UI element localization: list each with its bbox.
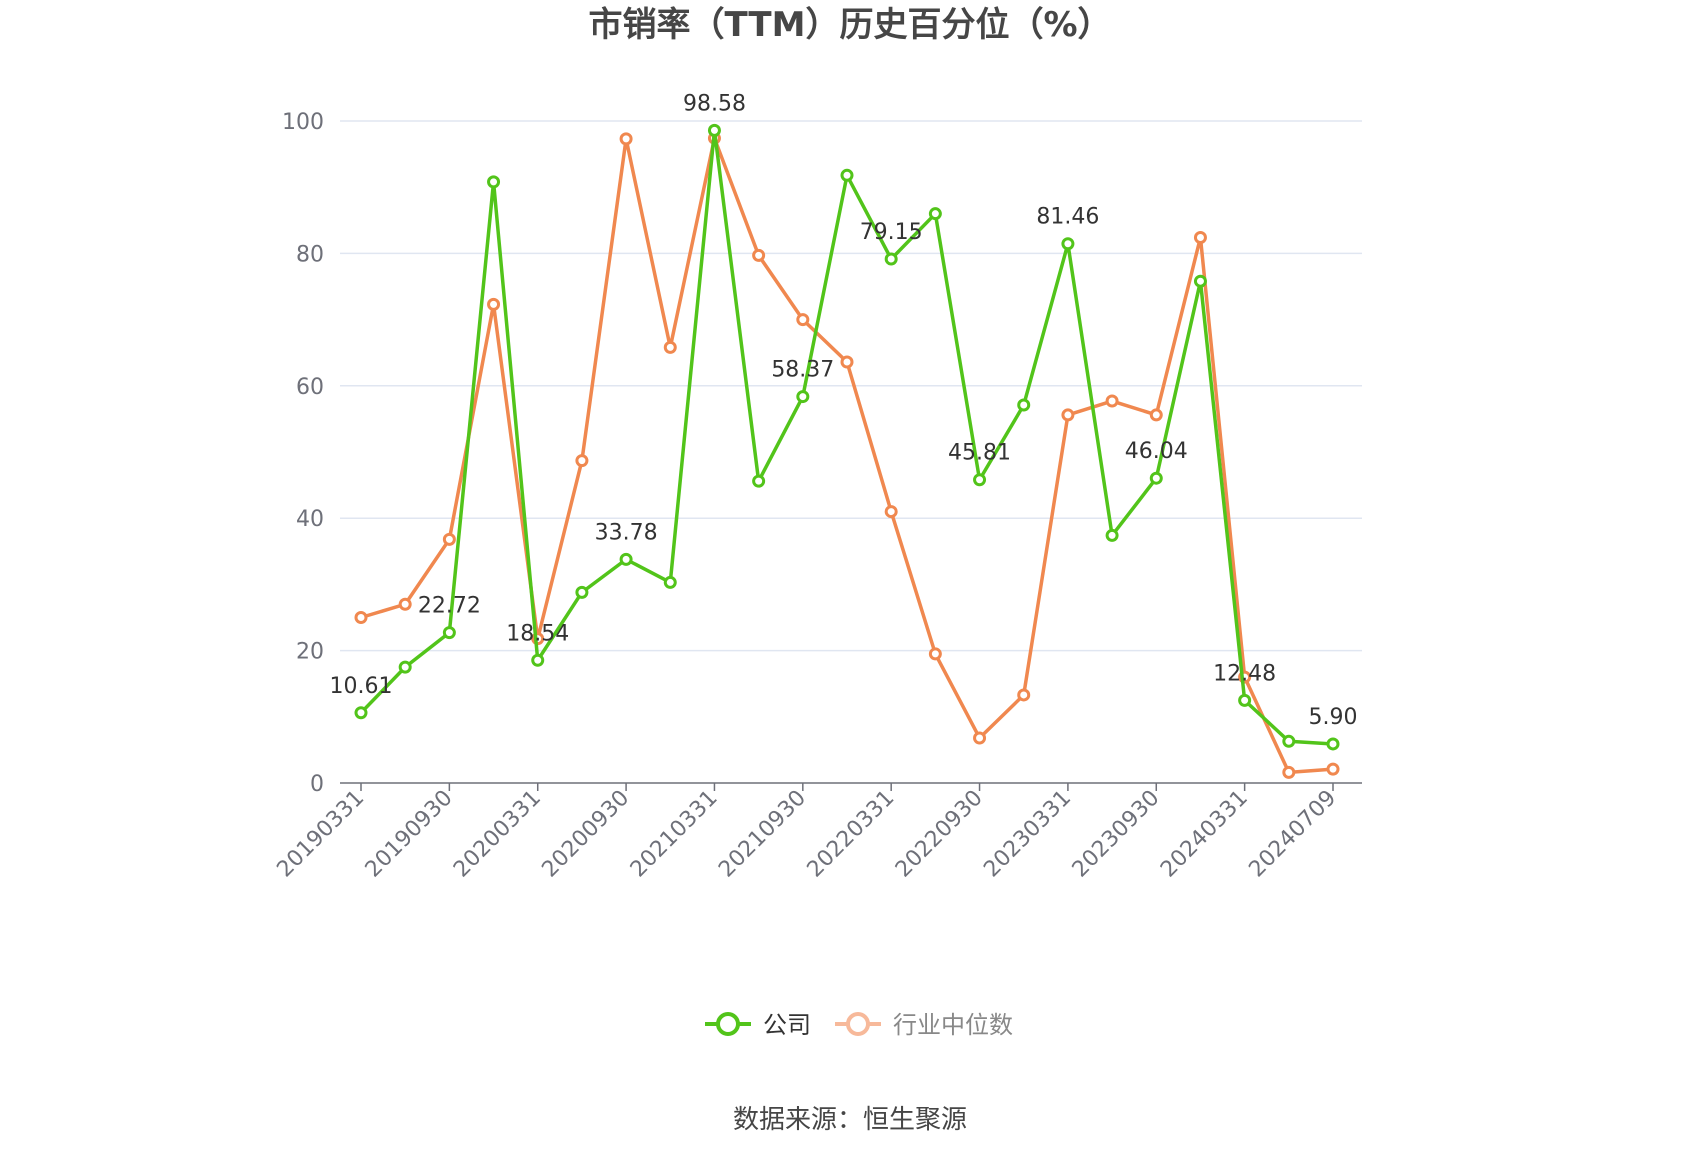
data-label: 10.61 [330,674,393,699]
legend-label: 公司 [763,1011,811,1039]
x-tick-label: 20210930 [714,786,811,883]
data-label: 81.46 [1036,205,1099,230]
data-label: 18.54 [506,621,569,646]
x-tick-label: 20220331 [803,786,900,883]
data-point [1017,688,1031,702]
data-label: 22.72 [418,594,481,619]
x-tick-label: 20220930 [891,786,988,883]
data-point [840,355,854,369]
data-point [619,132,633,146]
chart-title: 市销率（TTM）历史百分位（%） [588,5,1111,45]
data-point [1238,693,1252,707]
y-tick-label: 20 [296,640,324,665]
data-point [928,647,942,661]
y-tick-label: 60 [296,375,324,400]
data-point [663,340,677,354]
data-point [1061,237,1075,251]
y-tick-label: 40 [296,507,324,532]
data-label: 12.48 [1213,661,1276,686]
data-label: 45.81 [948,441,1011,466]
data-point [1149,471,1163,485]
data-point [531,653,545,667]
data-point [575,585,589,599]
x-tick-label: 20230930 [1068,786,1165,883]
data-point [398,660,412,674]
grid-lines [340,120,1362,652]
data-point [884,505,898,519]
x-tick-label: 20200930 [537,786,634,883]
data-point [973,473,987,487]
data-point [354,706,368,720]
x-axis: 2019033120190930202003312020093020210331… [272,782,1362,883]
y-tick-label: 80 [296,242,324,267]
source-note: 数据来源：恒生聚源 [733,1105,967,1135]
data-point [1017,398,1031,412]
data-point [1282,765,1296,779]
data-point [752,248,766,262]
y-axis: 0 20 40 60 80 100 [282,110,324,797]
data-point [707,123,721,137]
data-point [752,474,766,488]
y-tick-label: 0 [310,772,324,797]
data-point [796,390,810,404]
data-point [1326,737,1340,751]
series-line-公司 [359,128,1334,746]
legend-marker [716,1012,740,1036]
data-point [1149,408,1163,422]
data-point [398,597,412,611]
data-point [442,626,456,640]
data-point [575,454,589,468]
data-point [487,175,501,189]
data-label: 79.15 [860,220,923,245]
legend-marker [846,1012,870,1036]
data-point [1193,231,1207,245]
data-point [354,611,368,624]
data-point [1061,408,1075,422]
data-point [1326,762,1340,776]
x-tick-label: 20210331 [626,786,723,883]
data-point [1282,734,1296,748]
data-label: 33.78 [595,520,658,545]
data-point [840,168,854,182]
data-point [928,207,942,221]
data-label: 98.58 [683,91,746,116]
x-tick-label: 20190930 [361,786,458,883]
data-point [1105,528,1119,542]
data-point [796,313,810,327]
data-point [1105,394,1119,408]
legend-label: 行业中位数 [893,1011,1013,1039]
data-point [973,731,987,745]
x-tick-label: 20240709 [1244,786,1341,883]
legend: 公司 行业中位数 [705,1011,1013,1039]
data-label: 5.90 [1309,705,1358,730]
x-tick-label: 20200331 [449,786,546,883]
series-layer [354,123,1340,779]
x-tick-label: 20240331 [1156,786,1253,883]
data-label: 58.37 [771,358,834,383]
y-tick-label: 100 [282,110,324,135]
data-point [663,575,677,589]
data-point [1193,274,1207,288]
data-label: 46.04 [1125,439,1188,464]
data-labels: 10.61 22.72 18.54 33.78 98.58 58.37 79.15 45.81… [330,91,1358,730]
x-tick-label: 20190331 [272,786,369,883]
data-point [619,552,633,566]
data-point [442,532,456,546]
x-tick-label: 20230331 [979,786,1076,883]
data-point [487,297,501,311]
data-point [884,252,898,266]
